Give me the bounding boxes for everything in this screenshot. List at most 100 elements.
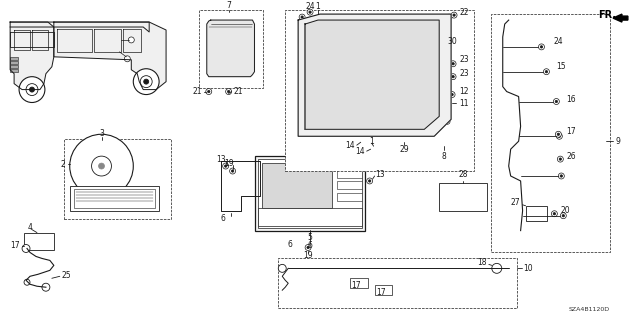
Text: 7: 7: [226, 1, 231, 10]
Text: 24: 24: [305, 2, 315, 11]
Circle shape: [133, 69, 159, 94]
Circle shape: [554, 99, 559, 105]
Text: 1: 1: [316, 2, 321, 11]
Circle shape: [206, 89, 212, 94]
Circle shape: [552, 211, 557, 217]
Bar: [259, 159, 362, 228]
Circle shape: [207, 90, 210, 93]
Polygon shape: [207, 20, 255, 77]
Bar: [255, 156, 365, 231]
Bar: [337, 181, 362, 189]
Circle shape: [543, 69, 549, 75]
Polygon shape: [298, 14, 451, 136]
Circle shape: [369, 180, 371, 182]
Circle shape: [309, 11, 311, 13]
Text: 12: 12: [459, 87, 468, 96]
Circle shape: [230, 168, 236, 174]
Text: 28: 28: [458, 170, 468, 180]
Circle shape: [70, 134, 133, 198]
Circle shape: [440, 42, 446, 48]
Text: 2: 2: [60, 160, 65, 168]
Circle shape: [29, 87, 35, 92]
Circle shape: [557, 133, 559, 136]
Text: 24: 24: [554, 37, 563, 47]
Bar: [64, 139, 171, 219]
Circle shape: [144, 79, 148, 84]
Text: 23: 23: [459, 69, 468, 78]
Circle shape: [557, 156, 563, 162]
Text: 30: 30: [447, 37, 457, 47]
Bar: [10, 69, 18, 72]
Circle shape: [556, 133, 563, 139]
Polygon shape: [54, 22, 166, 90]
Text: 17: 17: [376, 288, 385, 297]
Bar: [374, 285, 392, 295]
Circle shape: [452, 63, 454, 65]
Bar: [10, 57, 18, 60]
Text: 13: 13: [376, 169, 385, 179]
Bar: [337, 193, 362, 201]
Circle shape: [367, 178, 372, 184]
Text: 29: 29: [399, 145, 409, 154]
Text: 4: 4: [28, 223, 33, 232]
Circle shape: [561, 213, 566, 219]
Text: 5: 5: [308, 233, 312, 242]
Bar: [199, 10, 264, 88]
Text: 16: 16: [566, 95, 576, 104]
Circle shape: [451, 93, 453, 96]
Text: 8: 8: [442, 152, 447, 161]
Text: 6: 6: [308, 241, 312, 250]
Bar: [285, 10, 474, 171]
Circle shape: [301, 130, 303, 132]
Polygon shape: [10, 22, 54, 90]
Circle shape: [42, 283, 50, 291]
Circle shape: [278, 264, 286, 272]
Bar: [24, 233, 54, 250]
Text: 25: 25: [62, 271, 72, 280]
Circle shape: [555, 100, 557, 103]
Text: 17: 17: [566, 127, 576, 136]
Circle shape: [22, 245, 30, 252]
Circle shape: [92, 156, 111, 176]
Circle shape: [129, 37, 134, 43]
Circle shape: [545, 70, 548, 73]
Polygon shape: [613, 14, 628, 22]
Bar: [439, 183, 487, 211]
Text: 21: 21: [192, 87, 202, 96]
Circle shape: [556, 131, 561, 137]
Circle shape: [99, 163, 104, 169]
Circle shape: [446, 120, 448, 122]
Bar: [278, 258, 516, 308]
Circle shape: [492, 263, 502, 273]
Circle shape: [299, 128, 305, 134]
Text: 14: 14: [355, 147, 365, 156]
Circle shape: [26, 84, 38, 96]
Circle shape: [450, 74, 456, 80]
Text: 19: 19: [303, 251, 313, 260]
Circle shape: [558, 135, 561, 137]
Circle shape: [562, 214, 564, 217]
Text: 10: 10: [524, 264, 533, 273]
Circle shape: [560, 175, 563, 177]
Text: 22: 22: [459, 8, 468, 17]
Text: 14: 14: [345, 141, 355, 150]
Text: 20: 20: [561, 206, 570, 215]
Circle shape: [453, 14, 455, 16]
Circle shape: [444, 118, 450, 124]
Bar: [525, 206, 547, 221]
Bar: [259, 208, 362, 226]
Circle shape: [442, 44, 444, 46]
Circle shape: [24, 279, 30, 285]
Circle shape: [307, 9, 313, 15]
Text: 13: 13: [216, 155, 225, 164]
Circle shape: [232, 170, 234, 172]
Circle shape: [140, 76, 152, 88]
Text: 6: 6: [288, 240, 292, 249]
Text: 26: 26: [566, 152, 576, 161]
Circle shape: [225, 165, 227, 167]
Text: 21: 21: [234, 87, 243, 96]
Circle shape: [559, 158, 561, 160]
Circle shape: [558, 173, 564, 179]
Circle shape: [307, 246, 309, 249]
Circle shape: [223, 163, 228, 169]
